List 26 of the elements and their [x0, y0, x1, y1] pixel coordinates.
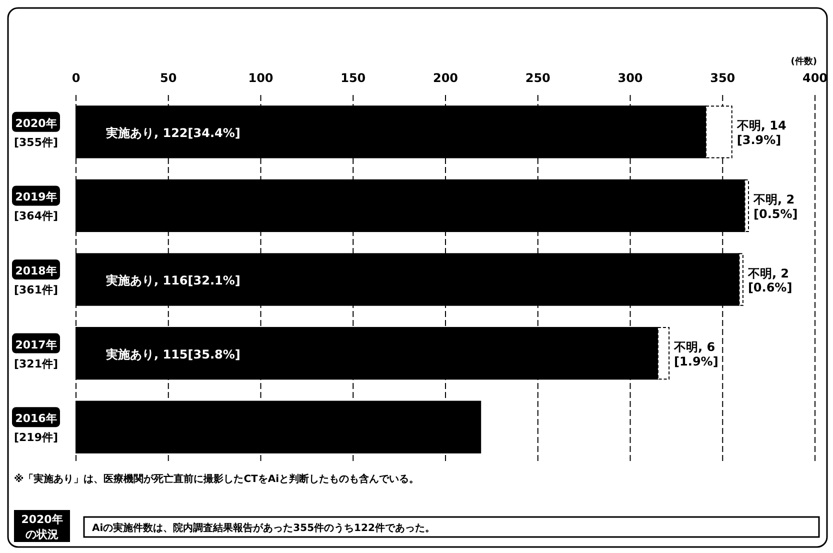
x-tick-label: 50 — [160, 71, 177, 85]
data-label: 不明, 14 [3.9%] — [736, 118, 786, 148]
x-tick-label: 100 — [248, 71, 274, 85]
data-label: 不明, 6 [1.9%] — [673, 340, 718, 368]
data-label: 不明, 2 [0.6%] — [746, 266, 792, 295]
x-axis-title: (件数) — [790, 56, 817, 67]
annotation: 実施あり, 115[35.8%] — [105, 347, 240, 362]
y-tick-label: 2018年 [361件] — [14, 264, 58, 296]
text: 2020年 — [21, 513, 63, 526]
x-tick-label: 250 — [525, 71, 550, 85]
y-tick-label: 2017年 [321件] — [14, 338, 58, 370]
text: Aiの実施件数は、院内調査結果報告があった355件のうち122件であった。 — [92, 522, 435, 534]
x-tick-label: 400 — [802, 71, 828, 85]
y-tick-label: 2016年 [219件] — [14, 412, 58, 444]
text: の状況 — [26, 528, 58, 541]
x-tick-label: 150 — [340, 71, 366, 85]
text: ※「実施あり」は、医療機関が死亡直前に撮影したCTをAiと判断したものも含んでいる。 — [14, 473, 420, 485]
y-tick-label: 2020年 [355件] — [14, 116, 58, 149]
annotation: 実施あり, 122[34.4%] — [105, 126, 240, 140]
x-tick-label: 300 — [618, 71, 643, 85]
x-tick-label: 350 — [710, 71, 736, 85]
y-tick-label: 2019年 [364件] — [14, 190, 58, 223]
data-label: 不明, 2 [0.5%] — [752, 192, 798, 221]
x-tick-label: 200 — [432, 71, 458, 85]
annotation: 実施あり, 116[32.1%] — [105, 274, 240, 288]
x-tick-label: 0 — [72, 71, 80, 85]
